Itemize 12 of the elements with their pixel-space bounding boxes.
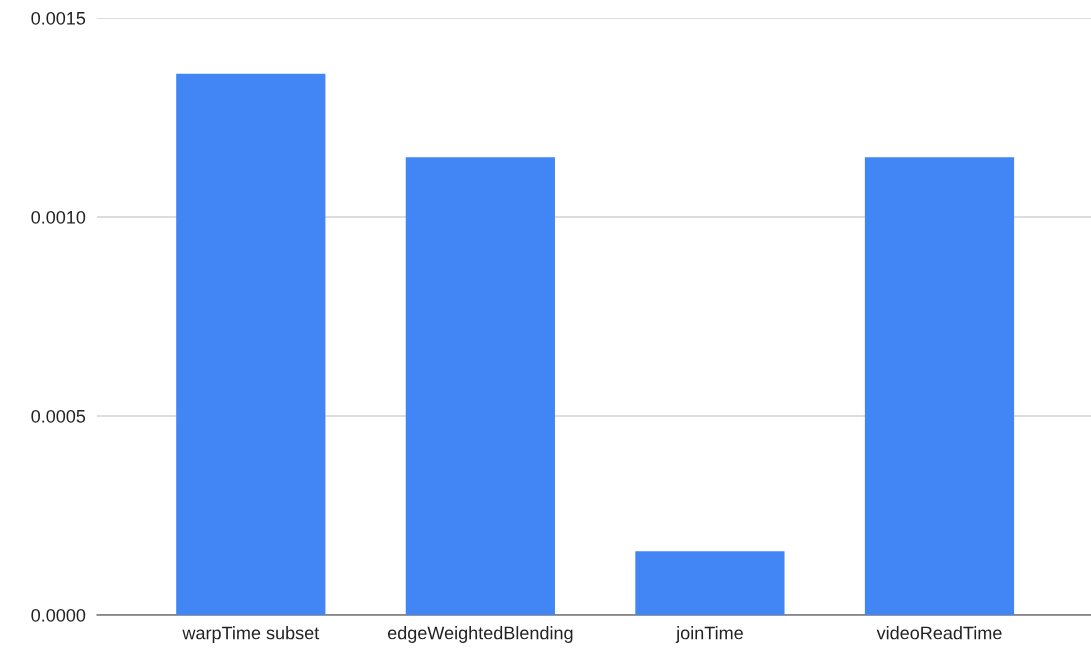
y-tick-label: 0.0005 [31, 409, 86, 423]
bar [405, 157, 555, 615]
x-tick-label: warpTime subset [182, 626, 320, 643]
x-tick-label: edgeWeightedBlending [387, 626, 573, 643]
x-tick-label: videoReadTime [876, 626, 1002, 640]
y-tick-label: 0.0010 [31, 210, 86, 224]
y-tick-label: 0.0015 [31, 11, 86, 25]
bar [635, 551, 785, 615]
bar [864, 157, 1015, 615]
x-tick-label: joinTime [675, 626, 743, 643]
y-tick-label: 0.0000 [31, 608, 86, 622]
bar [176, 73, 326, 615]
